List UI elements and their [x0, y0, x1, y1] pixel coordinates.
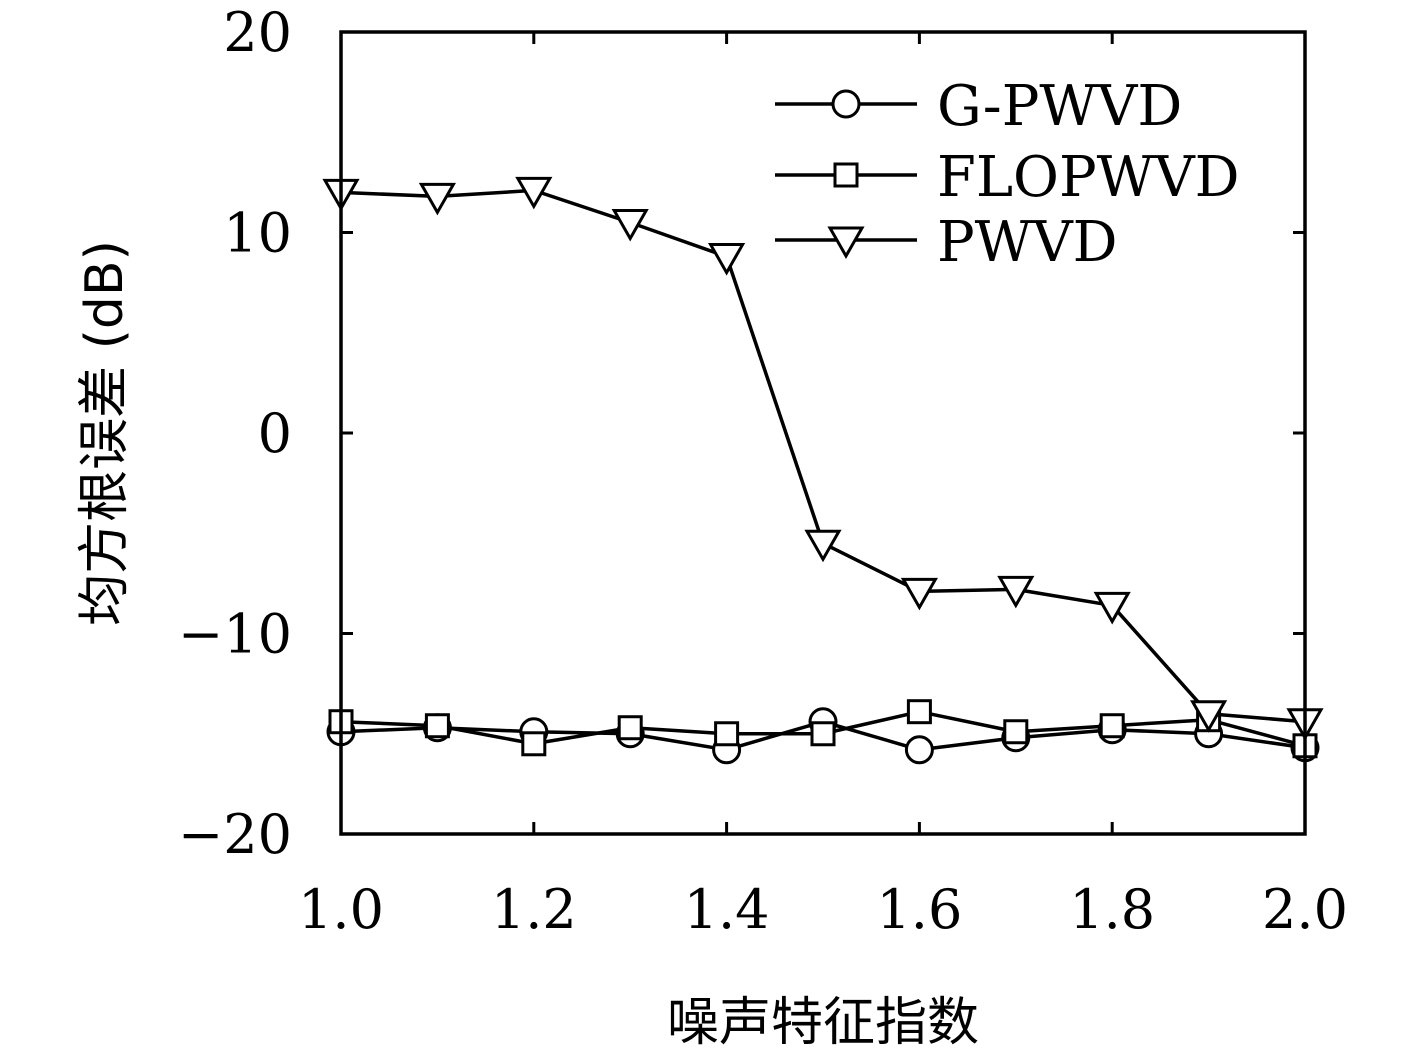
marker-triangle — [997, 575, 1035, 609]
marker-square — [810, 721, 836, 747]
legend-label: G-PWVD — [937, 74, 1182, 139]
marker-square — [833, 162, 859, 188]
x-tick-label: 2.0 — [1262, 878, 1348, 941]
x-tick-label: 1.0 — [298, 878, 384, 941]
x-axis-title: 噪声特征指数 — [667, 993, 979, 1053]
y-tick-label: 0 — [258, 402, 292, 465]
marker-square — [1003, 719, 1029, 745]
series-line — [340, 188, 1306, 724]
marker-triangle — [900, 577, 938, 611]
x-tick-labels: 1.0 1.2 1.4 1.6 1.8 2.0 — [298, 878, 1348, 941]
x-tick-label: 1.2 — [491, 878, 577, 941]
y-tick-label: −10 — [178, 603, 292, 666]
marker-triangle — [515, 176, 553, 210]
marker-square — [906, 699, 932, 725]
x-tick-label: 1.4 — [684, 878, 770, 941]
marker-triangle — [418, 182, 456, 216]
legend-item-pwvd: PWVD — [775, 210, 1118, 275]
legend-item-g-pwvd: G-PWVD — [775, 74, 1182, 139]
legend-item-flopwvd: FLOPWVD — [775, 145, 1240, 210]
y-tick-label: 10 — [223, 202, 292, 265]
series-pwvd — [322, 176, 1324, 741]
axis-ticks — [339, 30, 1307, 836]
marker-square — [714, 721, 740, 747]
plot-area — [322, 176, 1324, 765]
legend-label: FLOPWVD — [937, 145, 1240, 210]
y-tick-label: 20 — [223, 1, 292, 64]
y-axis-title: 均方根误差 (dB) — [75, 240, 135, 626]
marker-circle — [831, 89, 861, 119]
x-tick-label: 1.6 — [876, 878, 962, 941]
marker-triangle — [708, 243, 746, 276]
legend-label: PWVD — [937, 210, 1118, 275]
marker-triangle — [804, 529, 842, 563]
y-tick-label: −20 — [178, 803, 292, 866]
marker-triangle — [827, 226, 865, 260]
marker-square — [424, 713, 450, 739]
marker-triangle — [611, 208, 649, 242]
marker-circle — [904, 735, 934, 765]
x-tick-label: 1.8 — [1069, 878, 1155, 941]
marker-triangle — [1093, 591, 1131, 625]
marker-square — [521, 731, 547, 757]
marker-square — [1099, 713, 1125, 739]
y-tick-labels: 20 10 0 −10 −20 — [178, 1, 292, 866]
marker-triangle — [1190, 700, 1228, 733]
marker-square — [617, 715, 643, 741]
